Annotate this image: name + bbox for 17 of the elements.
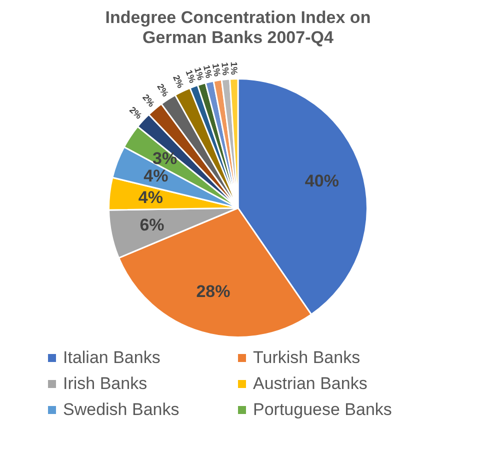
legend-label: Portuguese Banks xyxy=(253,400,392,420)
data-label: 6% xyxy=(140,216,164,235)
data-label: 1% xyxy=(220,62,231,76)
legend-label: Turkish Banks xyxy=(253,348,360,368)
data-label: 28% xyxy=(196,282,230,302)
data-label: 40% xyxy=(304,172,339,191)
data-label: 3% xyxy=(152,149,178,168)
data-label: 4% xyxy=(138,188,163,207)
chart-title: Indegree Concentration Index on German Banks 2007-Q4 xyxy=(104,8,372,48)
data-label: 4% xyxy=(144,166,168,186)
data-label: 2% xyxy=(171,74,186,90)
legend-label: Irish Banks xyxy=(63,374,148,394)
legend-label: Austrian Banks xyxy=(253,374,368,394)
data-label: 2% xyxy=(155,82,171,98)
legend-label: Italian Banks xyxy=(63,348,160,368)
data-label: 1% xyxy=(228,62,240,75)
legend-label: Swedish Banks xyxy=(63,400,180,420)
